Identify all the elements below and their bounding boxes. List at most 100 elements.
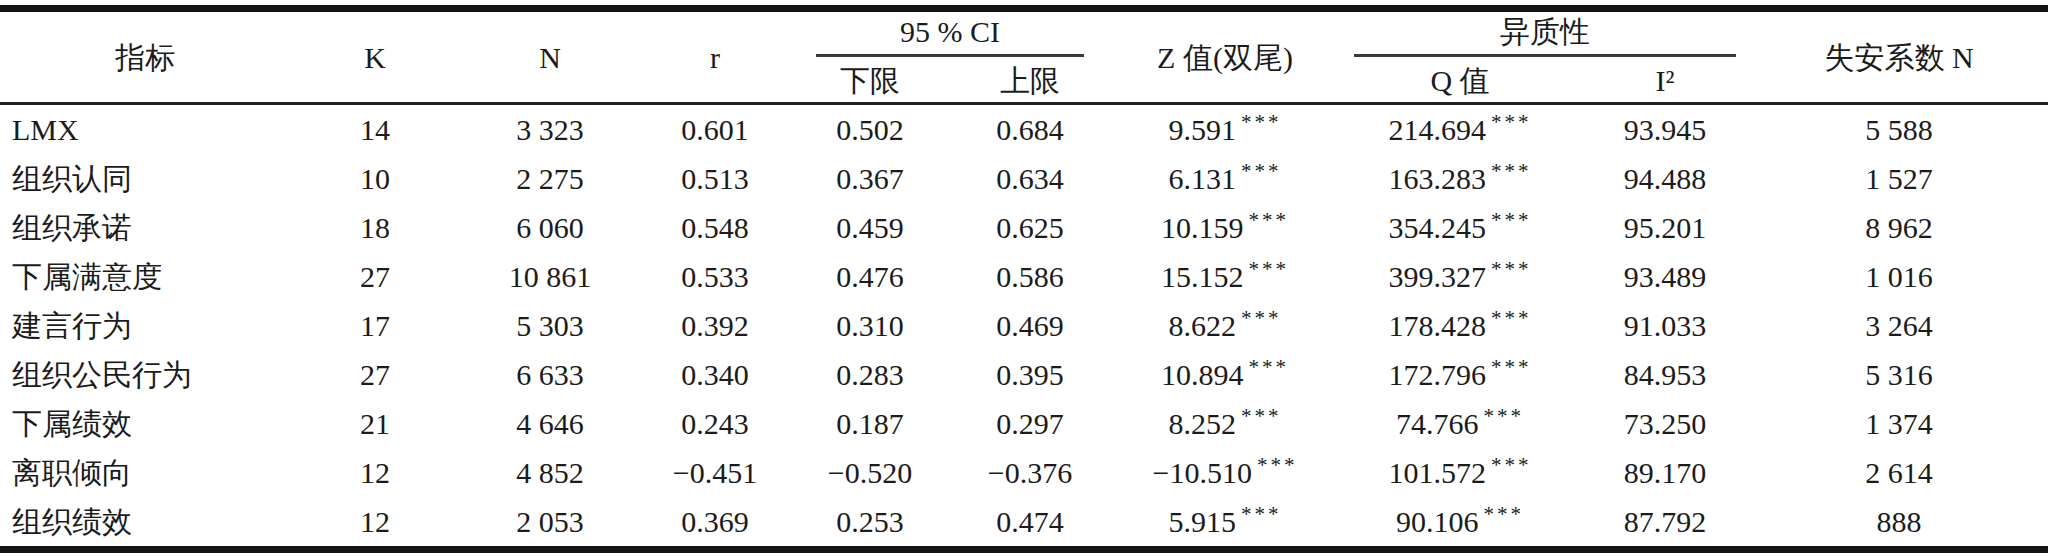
- cell-failsafe-n: 1 527: [1750, 154, 2048, 203]
- cell-ci-upper: 0.474: [950, 497, 1110, 550]
- cell-ci-lower: 0.476: [790, 252, 950, 301]
- cell-i2: 93.945: [1580, 104, 1750, 155]
- q-value: 90.106: [1396, 505, 1479, 538]
- cell-q: 163.283***: [1340, 154, 1580, 203]
- cell-n: 5 303: [460, 301, 640, 350]
- cell-ci-upper: 0.634: [950, 154, 1110, 203]
- cell-q: 354.245***: [1340, 203, 1580, 252]
- col-header-q: Q 值: [1340, 59, 1580, 104]
- cell-q: 399.327***: [1340, 252, 1580, 301]
- cell-z: 6.131***: [1110, 154, 1340, 203]
- cell-z: 8.622***: [1110, 301, 1340, 350]
- cell-failsafe-n: 5 316: [1750, 350, 2048, 399]
- significance-stars: ***: [1241, 160, 1282, 183]
- cell-indicator: 下属满意度: [0, 252, 290, 301]
- cell-k: 27: [290, 252, 460, 301]
- z-value: 15.152: [1161, 260, 1244, 293]
- header-row-main: 指标 K N r 95 % CI Z 值(双尾) 异质性 失安系数 N: [0, 9, 2048, 60]
- cell-ci-lower: 0.459: [790, 203, 950, 252]
- col-header-n: N: [460, 9, 640, 104]
- cell-r: 0.513: [640, 154, 790, 203]
- significance-stars: ***: [1491, 356, 1532, 379]
- z-value: 8.252: [1169, 407, 1237, 440]
- cell-q: 74.766***: [1340, 399, 1580, 448]
- cell-q: 178.428***: [1340, 301, 1580, 350]
- z-value: 8.622: [1169, 309, 1237, 342]
- cell-r: 0.243: [640, 399, 790, 448]
- q-value: 172.796: [1389, 358, 1487, 391]
- cell-ci-upper: 0.586: [950, 252, 1110, 301]
- cell-ci-lower: 0.367: [790, 154, 950, 203]
- q-value: 354.245: [1389, 211, 1487, 244]
- group-header-95ci: 95 % CI: [790, 9, 1110, 60]
- cell-k: 12: [290, 497, 460, 550]
- cell-i2: 95.201: [1580, 203, 1750, 252]
- cell-z: 10.894***: [1110, 350, 1340, 399]
- cell-q: 214.694***: [1340, 104, 1580, 155]
- cell-n: 4 852: [460, 448, 640, 497]
- cell-failsafe-n: 1 016: [1750, 252, 2048, 301]
- cell-z: 9.591***: [1110, 104, 1340, 155]
- cell-i2: 94.488: [1580, 154, 1750, 203]
- cell-ci-upper: −0.376: [950, 448, 1110, 497]
- significance-stars: ***: [1484, 405, 1525, 428]
- cell-i2: 87.792: [1580, 497, 1750, 550]
- cell-z: 8.252***: [1110, 399, 1340, 448]
- q-value: 178.428: [1389, 309, 1487, 342]
- cell-z: −10.510***: [1110, 448, 1340, 497]
- meta-analysis-table: 指标 K N r 95 % CI Z 值(双尾) 异质性 失安系数 N 下限 上…: [0, 5, 2048, 553]
- table-row: 组织认同 10 2 275 0.513 0.367 0.634 6.131***…: [0, 154, 2048, 203]
- cell-r: 0.601: [640, 104, 790, 155]
- table-row: 下属绩效 21 4 646 0.243 0.187 0.297 8.252***…: [0, 399, 2048, 448]
- table-row: LMX 14 3 323 0.601 0.502 0.684 9.591*** …: [0, 104, 2048, 155]
- cell-failsafe-n: 8 962: [1750, 203, 2048, 252]
- cell-ci-upper: 0.297: [950, 399, 1110, 448]
- cell-ci-lower: 0.253: [790, 497, 950, 550]
- cell-r: 0.533: [640, 252, 790, 301]
- cell-k: 17: [290, 301, 460, 350]
- cell-n: 3 323: [460, 104, 640, 155]
- paper-table-page: 指标 K N r 95 % CI Z 值(双尾) 异质性 失安系数 N 下限 上…: [0, 0, 2048, 560]
- cell-k: 21: [290, 399, 460, 448]
- table-row: 离职倾向 12 4 852 −0.451 −0.520 −0.376 −10.5…: [0, 448, 2048, 497]
- z-value: 10.159: [1161, 211, 1244, 244]
- significance-stars: ***: [1491, 160, 1532, 183]
- cell-indicator: 离职倾向: [0, 448, 290, 497]
- cell-k: 10: [290, 154, 460, 203]
- cell-q: 101.572***: [1340, 448, 1580, 497]
- col-header-i2: I²: [1580, 59, 1750, 104]
- table-body: LMX 14 3 323 0.601 0.502 0.684 9.591*** …: [0, 104, 2048, 550]
- col-header-ci-upper: 上限: [950, 59, 1110, 104]
- cell-ci-upper: 0.395: [950, 350, 1110, 399]
- q-value: 399.327: [1389, 260, 1487, 293]
- q-value: 163.283: [1389, 162, 1487, 195]
- col-header-z: Z 值(双尾): [1110, 9, 1340, 104]
- significance-stars: ***: [1241, 111, 1282, 134]
- table-header: 指标 K N r 95 % CI Z 值(双尾) 异质性 失安系数 N 下限 上…: [0, 9, 2048, 104]
- cell-indicator: 组织认同: [0, 154, 290, 203]
- cell-i2: 91.033: [1580, 301, 1750, 350]
- group-header-95ci-label: 95 % CI: [816, 15, 1084, 57]
- q-value: 214.694: [1389, 113, 1487, 146]
- significance-stars: ***: [1249, 209, 1290, 232]
- z-value: 6.131: [1169, 162, 1237, 195]
- cell-ci-lower: 0.502: [790, 104, 950, 155]
- cell-q: 172.796***: [1340, 350, 1580, 399]
- table-row: 组织绩效 12 2 053 0.369 0.253 0.474 5.915***…: [0, 497, 2048, 550]
- table-row: 组织公民行为 27 6 633 0.340 0.283 0.395 10.894…: [0, 350, 2048, 399]
- cell-n: 2 053: [460, 497, 640, 550]
- col-header-ci-lower: 下限: [790, 59, 950, 104]
- cell-z: 15.152***: [1110, 252, 1340, 301]
- cell-ci-lower: 0.310: [790, 301, 950, 350]
- z-value: −10.510: [1153, 456, 1252, 489]
- cell-indicator: LMX: [0, 104, 290, 155]
- table-row: 建言行为 17 5 303 0.392 0.310 0.469 8.622***…: [0, 301, 2048, 350]
- cell-failsafe-n: 2 614: [1750, 448, 2048, 497]
- significance-stars: ***: [1249, 356, 1290, 379]
- significance-stars: ***: [1249, 258, 1290, 281]
- cell-n: 4 646: [460, 399, 640, 448]
- significance-stars: ***: [1491, 454, 1532, 477]
- q-value: 74.766: [1396, 407, 1479, 440]
- cell-r: −0.451: [640, 448, 790, 497]
- cell-failsafe-n: 1 374: [1750, 399, 2048, 448]
